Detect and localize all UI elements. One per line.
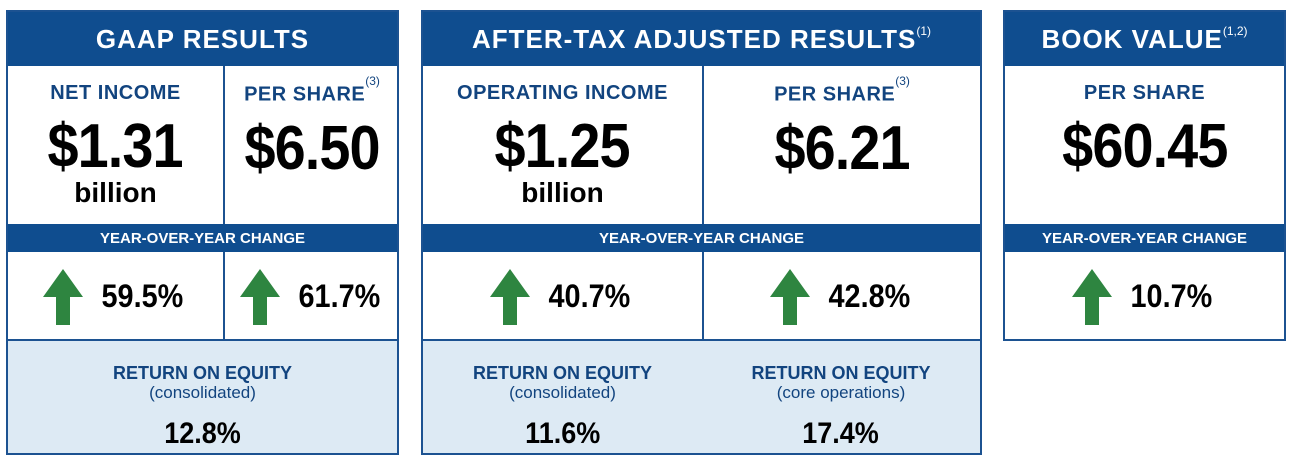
operating-income-unit: billion [521,177,604,208]
divider [223,66,225,341]
up-arrow-icon [490,268,531,325]
roe-value: 17.4% [802,417,880,450]
up-arrow-icon [43,268,84,325]
book-value-panel: BOOK VALUE (1,2) PER SHARE $60.45 YEAR-OV… [1003,10,1286,341]
roe-title: RETURN ON EQUITY [112,363,292,383]
roe-title: RETURN ON EQUITY [751,363,931,383]
net-income-change-value: 59.5% [101,278,184,314]
adjusted-per-share-value: $6.21 [774,113,910,183]
book-value-title: BOOK VALUE (1,2) [1005,12,1284,66]
gaap-per-share-label: PER SHARE(3) [244,74,380,106]
operating-income-label: OPERATING INCOME [457,82,668,104]
gaap-results-panel: GAAP RESULTS NET INCOME $1.31 billion PE… [6,10,399,455]
roe-subtitle: (consolidated) [509,383,616,402]
gaap-yoy-bar: YEAR-OVER-YEAR CHANGE [8,224,397,252]
adjusted-roe-box: RETURN ON EQUITY (consolidated) 11.6% RE… [423,339,980,453]
adjusted-per-share-cell: PER SHARE(3) $6.21 [704,74,980,183]
gaap-results-title: GAAP RESULTS [8,12,397,66]
roe-subtitle: (consolidated) [149,383,256,402]
roe-subtitle: (core operations) [776,383,906,402]
operating-income-change: 40.7% [423,254,702,339]
book-per-share-value: $60.45 [1061,112,1228,181]
adjusted-per-share-change: 42.8% [704,254,980,339]
adjusted-results-title: AFTER-TAX ADJUSTED RESULTS (1) [423,12,980,66]
up-arrow-icon [769,268,810,325]
divider [702,66,704,341]
roe-value: 11.6% [524,417,601,450]
roe-value: 12.8% [164,417,241,450]
gaap-roe: RETURN ON EQUITY (consolidated) 12.8% [8,363,397,451]
book-per-share-cell: PER SHARE $60.45 [1005,82,1284,179]
adjusted-results-panel: AFTER-TAX ADJUSTED RESULTS (1) OPERATING … [421,10,982,455]
gaap-per-share-value: $6.50 [244,113,380,183]
adjusted-yoy-bar: YEAR-OVER-YEAR CHANGE [423,224,980,252]
operating-income-value: $1.25 [494,112,631,181]
book-per-share-change: 10.7% [1005,254,1284,339]
net-income-change: 59.5% [8,254,223,339]
up-arrow-icon [239,268,280,325]
adjusted-roe-consolidated: RETURN ON EQUITY (consolidated) 11.6% [423,363,702,451]
adjusted-per-share-change-value: 42.8% [828,278,910,314]
operating-income-cell: OPERATING INCOME $1.25 billion [423,82,702,207]
up-arrow-icon [1072,268,1113,325]
adjusted-per-share-label: PER SHARE(3) [774,74,910,106]
net-income-unit: billion [74,177,157,208]
net-income-cell: NET INCOME $1.31 billion [8,82,223,207]
net-income-value: $1.31 [47,112,184,181]
book-yoy-bar: YEAR-OVER-YEAR CHANGE [1005,224,1284,252]
net-income-label: NET INCOME [50,82,181,104]
book-per-share-label: PER SHARE [1083,82,1206,104]
gaap-per-share-change-value: 61.7% [298,278,380,314]
book-per-share-change-value: 10.7% [1130,278,1213,314]
gaap-per-share-cell: PER SHARE(3) $6.50 [225,74,399,183]
roe-title: RETURN ON EQUITY [472,363,652,383]
operating-income-change-value: 40.7% [548,278,631,314]
adjusted-roe-core: RETURN ON EQUITY (core operations) 17.4% [702,363,980,451]
gaap-roe-box: RETURN ON EQUITY (consolidated) 12.8% [8,339,397,453]
gaap-per-share-change: 61.7% [225,254,399,339]
